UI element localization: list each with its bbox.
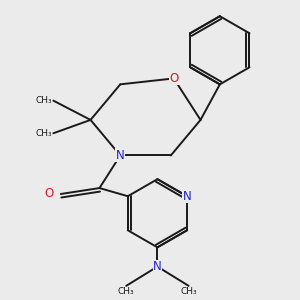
Text: O: O	[44, 188, 53, 200]
Text: O: O	[169, 72, 178, 85]
Text: CH₃: CH₃	[180, 287, 197, 296]
Text: N: N	[116, 149, 125, 162]
Text: N: N	[183, 190, 191, 203]
Text: CH₃: CH₃	[35, 129, 52, 138]
Text: N: N	[153, 260, 162, 273]
Text: CH₃: CH₃	[35, 96, 52, 105]
Text: CH₃: CH₃	[118, 287, 134, 296]
